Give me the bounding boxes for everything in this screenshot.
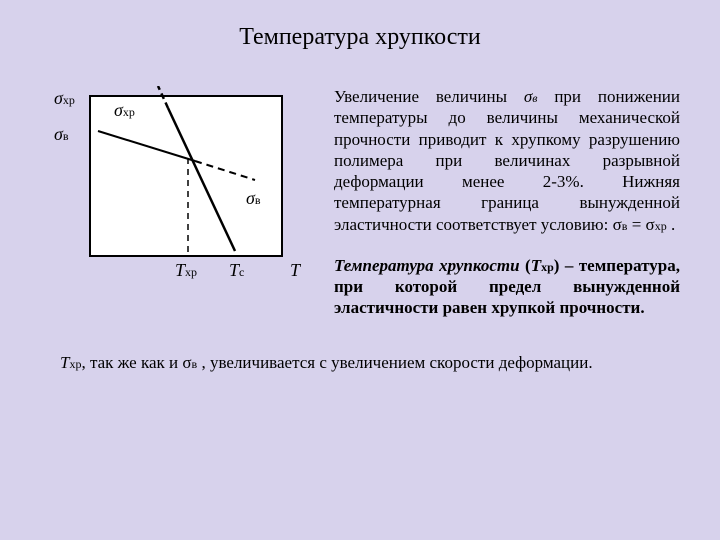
label-T-xr: Тхр bbox=[175, 260, 197, 281]
label-sigma-v-inner: σв bbox=[246, 188, 261, 209]
page-title: Температура хрупкости bbox=[0, 0, 720, 51]
text-column: Увеличение величины σв при понижении тем… bbox=[320, 86, 680, 319]
paragraph-2: Температура хрупкости (Тхр) – температур… bbox=[334, 255, 680, 319]
label-T: Т bbox=[290, 260, 300, 281]
label-T-c: Тс bbox=[229, 260, 244, 281]
chart: σхр σв σхр bbox=[40, 86, 320, 306]
label-sigma-xr-inner: σхр bbox=[114, 100, 135, 121]
chart-column: σхр σв σхр bbox=[40, 86, 320, 319]
footer-line: Тхр, так же как и σв , увеличивается с у… bbox=[0, 353, 720, 373]
content-row: σхр σв σхр bbox=[0, 86, 720, 319]
paragraph-1: Увеличение величины σв при понижении тем… bbox=[334, 86, 680, 235]
